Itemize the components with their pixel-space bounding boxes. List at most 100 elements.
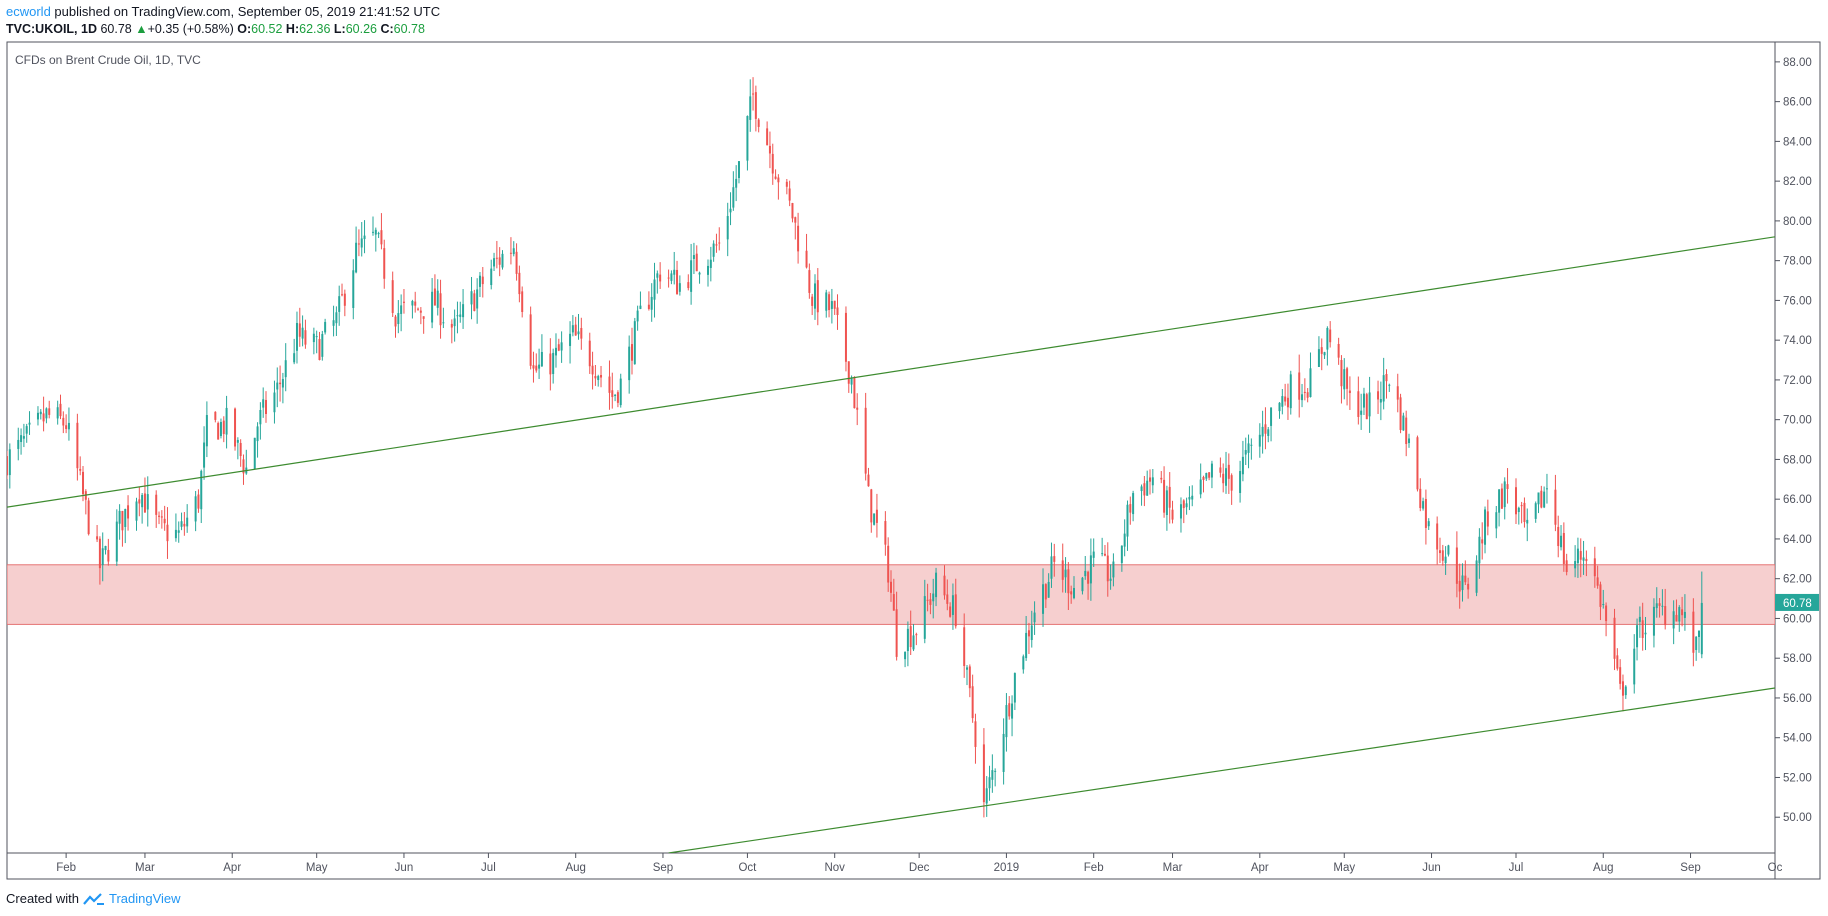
candle-body [676,269,679,295]
candle-body [538,364,541,369]
candle-body [690,260,693,292]
candle-body [265,400,268,414]
candle-body [1576,548,1579,564]
candle [805,233,808,269]
candle [8,443,11,489]
candle [107,538,110,566]
y-tick-label: 74.00 [1783,335,1812,347]
candle-body [732,187,735,208]
candle [670,270,673,285]
tradingview-brand-link[interactable]: TradingView [108,891,181,906]
candle [785,178,788,195]
y-tick-label: 68.00 [1783,454,1812,466]
candle [1681,596,1684,627]
candle-body [707,265,710,275]
candle [695,245,698,272]
y-tick-label: 52.00 [1783,772,1812,784]
candle-body [1582,557,1585,561]
candle [1385,369,1388,399]
candle-body [1132,493,1135,515]
candle-body [811,296,814,306]
candle-body [1112,561,1115,578]
candle [459,301,462,323]
candle-body [549,353,552,375]
candle-body [1106,555,1109,582]
candle [143,477,146,514]
candle [794,216,797,240]
candle-body [166,524,169,542]
publish-info: ecworld published on TradingView.com, Se… [6,4,440,20]
candle-body [1360,410,1363,415]
candle [1658,598,1661,618]
candle [79,456,82,476]
candle-body [1537,492,1540,505]
candle-body [1621,681,1624,696]
candle [318,331,321,361]
candle [87,497,90,536]
candle-body [1697,630,1700,637]
candle [1199,463,1202,499]
candle-body [281,379,284,388]
candle-body [1205,473,1208,479]
candle [771,143,774,185]
candle [197,489,200,513]
candle-body [490,268,493,286]
candle-body [1675,614,1678,622]
candle-body [1323,352,1326,356]
candle-body [59,403,62,417]
candle-body [1362,393,1365,408]
candle [1481,522,1484,560]
candle-body [1044,584,1047,600]
candle-body [1444,556,1447,564]
candle [1543,486,1546,509]
candle [1151,469,1154,494]
candle [887,537,890,592]
candle-body [1317,349,1320,367]
candle-body [8,449,11,476]
candle-body [1678,607,1681,622]
candle [1422,497,1425,511]
candle-body [712,243,715,257]
candle [1185,497,1188,515]
candle [588,332,591,374]
candle [135,497,138,531]
candle-body [1163,479,1166,513]
candle-body [577,331,580,335]
candle [1379,381,1382,421]
candle [1011,695,1014,737]
candle [1044,583,1047,608]
candle [259,402,262,440]
candle [1261,410,1264,454]
candle [707,259,710,287]
candle-body [183,523,186,527]
candle-body [791,203,794,219]
candle [476,278,479,324]
candle [1461,563,1464,602]
candle [673,251,676,285]
author-link[interactable]: ecworld [6,4,51,19]
candle [915,632,918,646]
candle-body [318,339,321,360]
candle-body [256,426,259,442]
candle-body [200,470,203,510]
candle-body [875,509,878,523]
candle [611,372,614,409]
candle [127,495,130,531]
candle-body [177,530,180,533]
candle-body [1534,503,1537,519]
candle-body [1303,391,1306,393]
candle-body [982,744,985,803]
candle [1267,427,1270,443]
candle [450,319,453,344]
candle-body [197,494,200,509]
candle-body [777,177,780,183]
candle-body [374,229,377,235]
candle [1436,516,1439,565]
candle-body [462,304,465,318]
candle-body [107,549,110,562]
candle [1695,636,1698,661]
candle-body [1202,476,1205,480]
candle-body [828,294,831,311]
symbol-name: TVC:UKOIL, 1D [6,22,97,36]
